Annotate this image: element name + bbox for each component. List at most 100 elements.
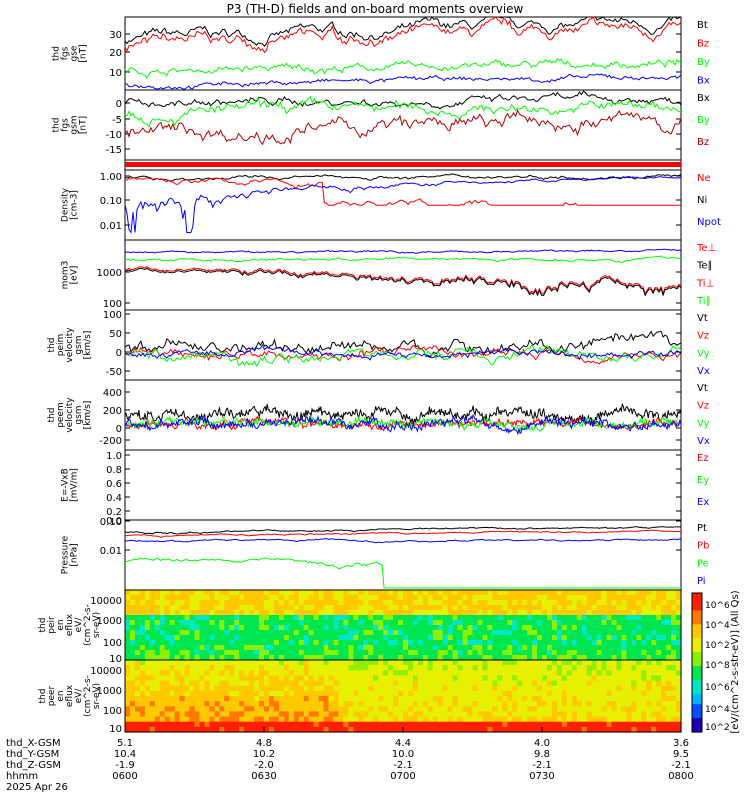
spectrogram-cell [273,635,280,641]
spectrogram-cell [269,630,275,636]
spectrogram-cell [184,701,191,707]
spectrogram-cell [229,630,235,636]
spectrogram-cell [492,690,498,697]
spectrogram-cell [467,685,474,692]
spectrogram-cell [661,625,667,631]
ytick-label-peem_velocity: -200 [99,436,122,447]
spectrogram-cell [174,711,181,718]
spectrogram-cell [393,635,399,641]
spectrogram-cell [442,615,449,621]
spectrogram-cell [556,675,563,682]
spectrogram-cell [656,630,662,636]
spectrogram-cell [452,690,459,697]
spectrogram-cell [611,615,618,621]
spectrogram-cell [507,595,513,601]
spectrogram-cell [244,605,250,611]
spectrogram-cell [353,675,359,682]
spectrogram-cell [487,640,493,646]
spectrogram-cell [130,685,136,692]
spectrogram-cell [130,680,136,687]
spectrogram-cell [249,635,255,641]
spectrogram-cell [537,706,543,712]
spectrogram-cell [189,701,196,707]
spectrogram-cell [616,675,623,682]
spectrogram-cell [125,665,131,671]
panel-frame-efield [124,449,682,521]
spectrogram-cell [154,680,161,687]
ylabel-peir_eflux: en [56,619,66,630]
spectrogram-cell [542,670,548,676]
spectrogram-cell [378,645,384,651]
spectrogram-cell [229,670,235,676]
spectrogram-cell [154,650,161,656]
spectrogram-cell [408,660,414,666]
ytick-label-efield: 0.8 [106,465,122,476]
spectrogram-cell [378,701,384,707]
spectrogram-cell [676,726,682,733]
spectrogram-cell [542,650,548,656]
spectrogram-cell [537,680,543,687]
spectrogram-cell [368,690,374,697]
spectrogram-cell [442,701,449,707]
spectrogram-cell [586,620,593,626]
spectrogram-cell [581,615,588,621]
spectrogram-cell [373,620,379,626]
spectrogram-cell [636,670,642,676]
spectrogram-cell [164,690,171,697]
ylabel-peem_velocity: gsm [74,405,84,424]
spectrogram-cell [412,640,419,646]
spectrogram-cell [576,620,583,626]
spectrogram-cell [189,665,196,671]
spectrogram-cell [651,610,657,616]
spectrogram-cell [457,620,464,626]
spectrogram-cell [641,726,647,733]
spectrogram-cell [482,605,488,611]
spectrogram-cell [303,721,310,728]
spectrogram-cell [547,665,553,671]
spectrogram-cell [343,655,349,661]
spectrogram-cell [388,615,394,621]
spectrogram-cell [398,655,404,661]
spectrogram-cell [323,625,330,631]
spectrogram-cell [556,615,563,621]
spectrogram-cell [517,645,523,651]
spectrogram-cell [154,640,161,646]
spectrogram-cell [219,635,225,641]
spectrogram-cell [338,660,345,666]
spectrogram-cell [601,600,608,606]
spectrogram-cell [636,726,642,733]
spectrogram-cell [502,610,508,616]
spectrogram-cell [676,665,682,671]
spectrogram-cell [209,650,215,656]
spectrogram-cell [378,670,384,676]
spectrogram-cell [596,635,603,641]
spectrogram-cell [417,605,424,611]
spectrogram-cell [636,645,642,651]
spectrogram-cell [537,650,543,656]
spectrogram-cell [169,670,176,676]
spectrogram-cell [313,595,320,601]
spectrogram-cell [308,600,315,606]
spectrogram-cell [467,620,474,626]
spectrogram-cell [318,701,325,707]
spectrogram-cell [542,680,548,687]
spectrogram-cell [368,590,374,596]
spectrogram-cell [318,706,325,712]
spectrogram-cell [457,595,464,601]
spectrogram-cell [497,675,503,682]
spectrogram-cell [373,660,379,666]
spectrogram-cell [447,605,454,611]
spectrogram-cell [358,716,364,723]
spectrogram-cell [273,645,280,651]
spectrogram-cell [353,660,359,666]
spectrogram-cell [561,675,568,682]
spectrogram-cell [348,690,354,697]
spectrogram-cell [333,650,340,656]
spectrogram-cell [417,706,424,712]
spectrogram-cell [671,680,677,687]
ytick-label-peir_eflux: 10000 [90,596,122,607]
spectrogram-cell [388,726,394,733]
spectrogram-cell [343,600,349,606]
spectrogram-cell [239,610,245,616]
spectrogram-cell [303,726,310,733]
